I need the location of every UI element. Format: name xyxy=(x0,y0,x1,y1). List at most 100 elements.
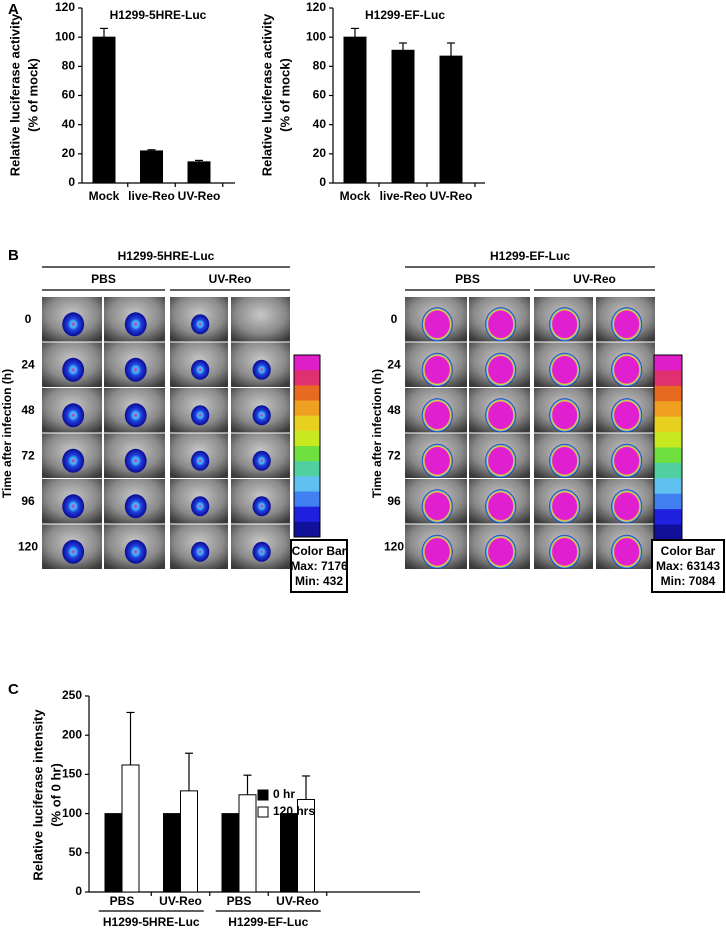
signal-blob xyxy=(252,450,271,471)
time-label: 0 xyxy=(25,312,32,326)
signal-blob xyxy=(485,307,517,342)
color-bar-band xyxy=(654,401,682,418)
y-axis-label: (% of 0 hr) xyxy=(48,763,63,827)
signal-blob xyxy=(549,489,581,524)
color-bar-band xyxy=(294,506,320,523)
y-tick-label: 60 xyxy=(62,88,76,102)
signal-blob xyxy=(124,494,147,519)
color-bar-band xyxy=(654,509,682,526)
error-bar xyxy=(243,774,252,795)
color-bar-band xyxy=(654,493,682,510)
legend-label: 120 hrs xyxy=(273,804,315,818)
chart-title: H1299-EF-Luc xyxy=(365,8,445,22)
group-label: H1299-5HRE-Luc xyxy=(103,915,200,929)
color-bar-band xyxy=(294,385,320,401)
y-tick-label: 0 xyxy=(319,175,326,189)
time-axis-label: Time after infection (h) xyxy=(370,369,384,498)
signal-blob xyxy=(191,405,210,426)
signal-blob xyxy=(191,359,210,380)
error-bar xyxy=(100,27,108,38)
signal-blob xyxy=(485,352,517,387)
signal-blob xyxy=(549,352,581,387)
color-bar-box xyxy=(651,539,725,593)
color-bar-band xyxy=(294,370,320,386)
panel-title: H1299-5HRE-Luc xyxy=(118,249,215,263)
y-tick-label: 20 xyxy=(62,146,76,160)
y-tick-label: 20 xyxy=(313,146,327,160)
bar xyxy=(180,790,198,893)
time-label: 0 xyxy=(391,312,398,326)
signal-blob xyxy=(252,405,271,426)
signal-blob xyxy=(62,448,85,473)
signal-blob xyxy=(549,307,581,342)
signal-blob xyxy=(485,398,517,433)
signal-blob xyxy=(549,443,581,478)
group-label: UV-Reo xyxy=(573,272,616,286)
error-bar xyxy=(126,711,135,765)
color-bar-band xyxy=(654,524,682,541)
color-bar-band xyxy=(294,355,320,371)
time-label: 48 xyxy=(21,403,35,417)
signal-blob xyxy=(124,357,147,382)
signal-blob xyxy=(611,534,643,569)
signal-blob xyxy=(611,398,643,433)
signal-blob xyxy=(124,448,147,473)
signal-blob xyxy=(611,307,643,342)
signal-blob xyxy=(191,314,210,335)
group-label: PBS xyxy=(91,272,116,286)
x-tick-label: UV-Reo xyxy=(159,894,202,908)
signal-blob xyxy=(124,539,147,564)
x-tick-label: live-Reo xyxy=(128,189,175,203)
color-bar-text: Min: 7084 xyxy=(661,574,716,588)
color-bar-band xyxy=(294,430,320,447)
group-label: H1299-EF-Luc xyxy=(228,915,308,929)
y-tick-label: 0 xyxy=(75,884,82,898)
legend-swatch xyxy=(257,806,269,818)
x-tick-label: UV-Reo xyxy=(178,189,221,203)
x-tick-label: live-Reo xyxy=(380,189,427,203)
time-label: 48 xyxy=(387,403,401,417)
signal-blob xyxy=(421,352,453,387)
legend-swatch xyxy=(257,789,269,801)
color-bar-band xyxy=(654,355,682,371)
color-bar-band xyxy=(654,478,682,495)
error-bar xyxy=(351,27,359,38)
color-bar-band xyxy=(294,476,320,492)
group-label: PBS xyxy=(455,272,480,286)
y-tick-label: 0 xyxy=(68,175,75,189)
bar xyxy=(221,813,240,893)
color-bar-band xyxy=(294,400,320,417)
error-bar xyxy=(195,159,203,162)
time-label: 96 xyxy=(387,494,401,508)
color-bar-band xyxy=(294,446,320,462)
color-bar-text: Color Bar xyxy=(661,544,716,558)
color-bar-text: Color Bar xyxy=(292,544,347,558)
color-bar-band xyxy=(654,370,682,387)
signal-blob xyxy=(124,403,147,428)
panel-label: A xyxy=(8,1,19,18)
time-label: 120 xyxy=(384,539,404,553)
signal-blob xyxy=(421,307,453,342)
y-tick-label: 80 xyxy=(62,59,76,73)
signal-blob xyxy=(62,403,85,428)
time-axis-label: Time after infection (h) xyxy=(0,369,14,498)
signal-blob xyxy=(124,312,147,337)
signal-blob xyxy=(421,443,453,478)
bar xyxy=(391,49,415,184)
x-tick-label: Mock xyxy=(89,189,120,203)
y-tick-label: 100 xyxy=(306,29,326,43)
mouse-image xyxy=(231,297,290,342)
x-tick-label: Mock xyxy=(340,189,371,203)
signal-blob xyxy=(611,489,643,524)
legend-label: 0 hr xyxy=(273,787,295,801)
y-tick-label: 250 xyxy=(62,688,82,702)
signal-blob xyxy=(421,534,453,569)
bar xyxy=(140,150,163,184)
signal-blob xyxy=(191,496,210,517)
color-bar-band xyxy=(654,416,682,433)
signal-blob xyxy=(252,359,271,380)
x-tick-label: PBS xyxy=(110,894,135,908)
bar xyxy=(92,36,116,184)
panel-title: H1299-EF-Luc xyxy=(490,249,570,263)
group-label: UV-Reo xyxy=(209,272,252,286)
